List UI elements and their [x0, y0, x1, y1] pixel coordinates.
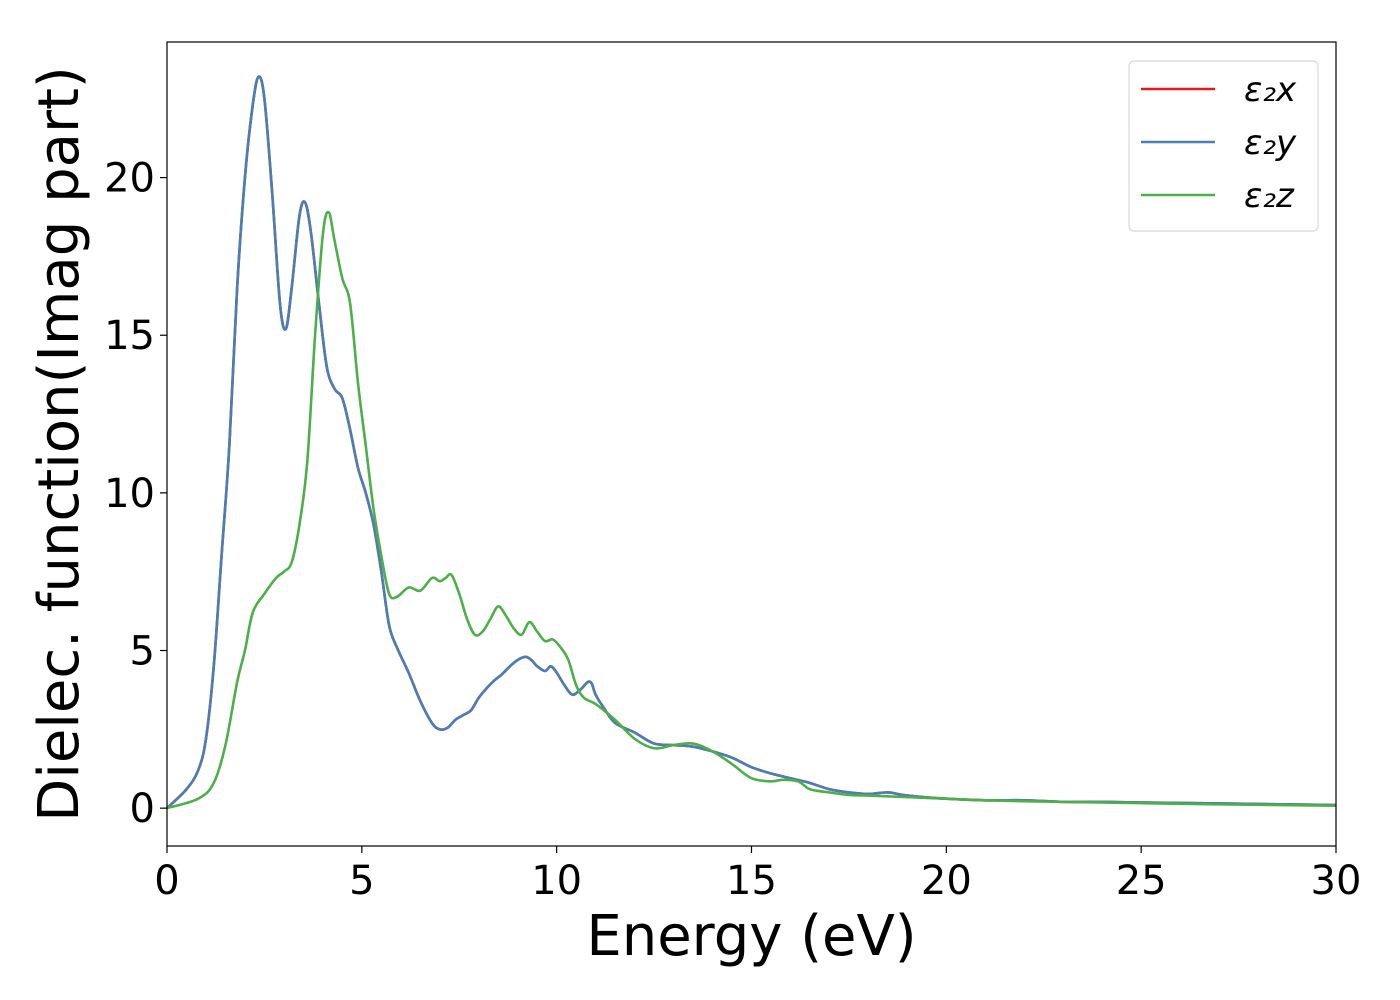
legend: ε₂x ε₂y ε₂z [1128, 60, 1319, 232]
y-tick-label: 10 [104, 471, 155, 517]
series-line-2 [166, 75, 1337, 810]
legend-label-3: ε₂z [1244, 176, 1295, 216]
legend-box [1128, 60, 1319, 232]
x-tick-label: 15 [726, 858, 777, 904]
legend-label-1: ε₂x [1244, 70, 1297, 110]
y-tick-label: 5 [130, 629, 155, 675]
x-tick-label: 5 [349, 858, 374, 904]
x-tick-label: 10 [531, 858, 582, 904]
legend-label-2: ε₂y [1244, 123, 1297, 163]
y-tick-label: 15 [104, 313, 155, 359]
x-tick-label: 0 [154, 858, 179, 904]
y-tick-label: 0 [130, 786, 155, 832]
y-tick-label: 20 [104, 156, 155, 202]
series-layer [166, 75, 1337, 810]
x-axis-title: Energy (eV) [586, 904, 916, 969]
y-axis-title: Dielec. function(Imag part) [27, 66, 92, 822]
x-tick-label: 30 [1311, 858, 1362, 904]
ticks-layer: 0 5 10 15 20 25 30 0 5 10 15 20 [104, 156, 1361, 904]
series-line-3 [166, 210, 1337, 810]
x-tick-label: 20 [921, 858, 972, 904]
x-tick-label: 25 [1116, 858, 1167, 904]
